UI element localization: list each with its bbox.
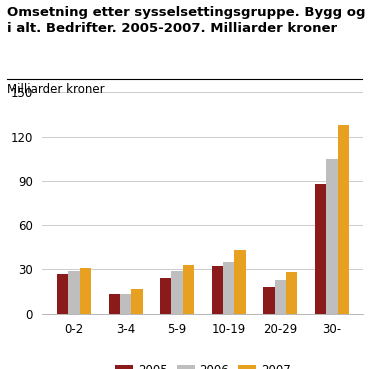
Bar <box>183 265 194 314</box>
Bar <box>80 268 91 314</box>
Bar <box>223 262 234 314</box>
Bar <box>275 280 286 314</box>
Bar <box>120 294 131 314</box>
Bar <box>131 289 143 314</box>
Bar <box>286 272 297 314</box>
Bar <box>57 274 68 314</box>
Bar <box>160 278 172 314</box>
Bar <box>68 271 80 314</box>
Bar <box>234 250 246 314</box>
Text: Milliarder kroner: Milliarder kroner <box>7 83 105 96</box>
Bar <box>212 266 223 314</box>
Bar <box>263 287 275 314</box>
Bar <box>338 125 349 314</box>
Text: Omsetning etter sysselsettingsgruppe. Bygg og anlegg
i alt. Bedrifter. 2005-2007: Omsetning etter sysselsettingsgruppe. By… <box>7 6 369 35</box>
Legend: 2005, 2006, 2007: 2005, 2006, 2007 <box>111 359 295 369</box>
Bar <box>172 271 183 314</box>
Bar <box>108 294 120 314</box>
Bar <box>326 159 338 314</box>
Bar <box>315 184 326 314</box>
